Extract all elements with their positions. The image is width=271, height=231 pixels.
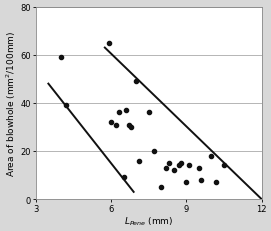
Point (187, 164, 191, 167)
Point (222, 164, 226, 167)
Point (117, 111, 121, 115)
Point (159, 185, 163, 189)
Point (129, 125, 133, 129)
Point (147, 111, 151, 115)
Point (107, 42, 111, 46)
Point (134, 80, 138, 84)
Point (179, 161, 183, 165)
Point (209, 154, 214, 158)
Point (151, 149, 156, 153)
Point (177, 164, 181, 167)
Point (114, 123, 118, 127)
Point (167, 161, 171, 165)
Point (197, 166, 201, 170)
Point (214, 181, 219, 184)
Point (64, 104, 68, 108)
Point (164, 166, 169, 170)
Point (172, 169, 176, 172)
Point (121, 176, 126, 179)
Point (199, 178, 204, 182)
Point (127, 123, 131, 127)
Point (184, 181, 189, 184)
Point (124, 109, 128, 112)
Point (109, 121, 113, 125)
Point (59, 56, 63, 60)
X-axis label: $L_{Pene}$ (mm): $L_{Pene}$ (mm) (124, 214, 173, 227)
Point (137, 159, 141, 163)
Y-axis label: Area of blowhole (mm$^2$/100mm): Area of blowhole (mm$^2$/100mm) (4, 30, 18, 176)
